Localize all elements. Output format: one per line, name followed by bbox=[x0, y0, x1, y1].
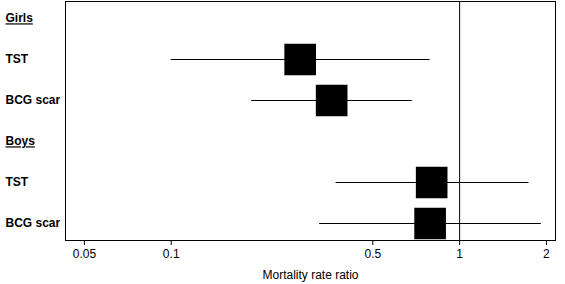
svg-text:0.05: 0.05 bbox=[73, 247, 97, 261]
svg-text:1: 1 bbox=[456, 247, 463, 261]
svg-text:0.1: 0.1 bbox=[163, 247, 180, 261]
svg-text:TST: TST bbox=[6, 175, 29, 189]
svg-text:Boys: Boys bbox=[6, 134, 36, 148]
svg-text:BCG scar: BCG scar bbox=[6, 216, 61, 230]
svg-text:0.5: 0.5 bbox=[364, 247, 381, 261]
svg-text:Girls: Girls bbox=[6, 11, 34, 25]
svg-text:Mortality rate ratio: Mortality rate ratio bbox=[262, 268, 358, 282]
svg-text:BCG scar: BCG scar bbox=[6, 93, 61, 107]
svg-text:2: 2 bbox=[543, 247, 550, 261]
svg-text:TST: TST bbox=[6, 52, 29, 66]
